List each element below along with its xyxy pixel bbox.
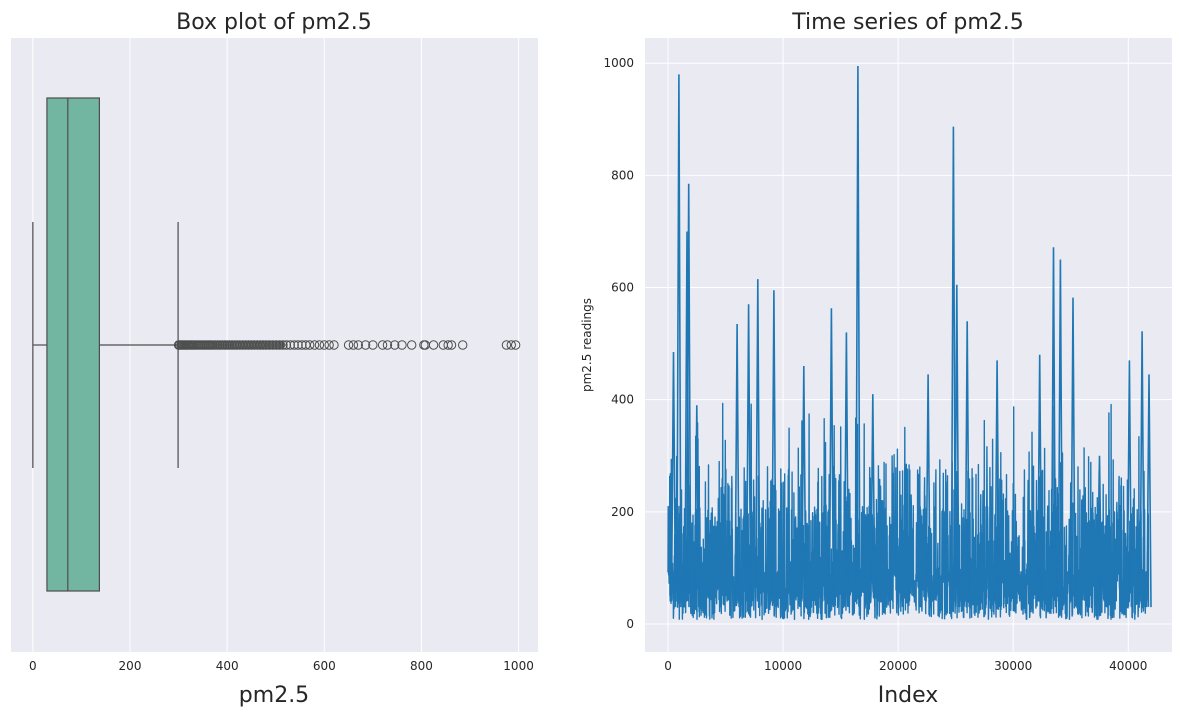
box-plot-panel: Box plot of pm2.5 0 200 400 600 800 1000 pm2.…: [11, 10, 538, 708]
box-outlier-64: [382, 340, 393, 350]
ts-ytick-label-600: 600: [611, 281, 634, 295]
box-outlier-61: [360, 340, 371, 350]
box-iqr: [46, 97, 100, 592]
time-series-ylabel: pm2.5 readings: [580, 298, 594, 392]
box-outlier-53: [309, 340, 320, 350]
box-xtick-label-1000: 1000: [503, 659, 534, 673]
ts-peak-12: [855, 65, 861, 608]
ts-xtick-label-0: 0: [664, 659, 672, 673]
ts-peak-20: [1050, 247, 1057, 608]
ts-peak-0: [670, 351, 677, 608]
box-outlier-47: [285, 340, 295, 350]
box-xtick-label-400: 400: [216, 659, 239, 673]
time-series-panel: Time series of pm2.5 0 10000 20000 30000 400…: [580, 10, 1172, 708]
box-outlier-56: [324, 340, 334, 350]
box-outlier-73: [446, 340, 457, 350]
ts-peak-16: [954, 284, 960, 608]
box-outlier-70: [428, 340, 439, 350]
box-outlier-49: [293, 340, 303, 350]
ts-ytick-label-0: 0: [626, 617, 634, 631]
box-xtick-label-600: 600: [313, 659, 336, 673]
ts-peak-3: [684, 231, 690, 608]
box-outlier-dense-band: [178, 341, 286, 349]
box-plot-box: [32, 97, 179, 592]
time-series-line: [667, 65, 1152, 621]
box-outlier-66: [397, 340, 407, 350]
ts-peak-24: [1126, 360, 1133, 608]
box-plot-xlabel: pm2.5: [239, 683, 309, 708]
box-xtick-label-0: 0: [29, 659, 37, 673]
ts-peak-17: [964, 321, 970, 608]
ts-ytick-label-800: 800: [611, 168, 634, 182]
ts-peak-1: [676, 74, 682, 608]
time-series-xlabel: Index: [878, 683, 939, 708]
ts-peak-7: [755, 279, 761, 608]
ts-peak-25: [1139, 331, 1145, 608]
box-outlier-58: [343, 340, 354, 350]
box-outlier-55: [319, 340, 329, 350]
ts-ytick-label-200: 200: [611, 505, 634, 519]
ts-peak-23: [1096, 455, 1103, 608]
box-outlier-65: [390, 340, 400, 350]
ts-series-line: [667, 402, 1150, 621]
box-plot-x-ticks: 0 200 400 600 800 1000: [29, 659, 534, 673]
ts-peak-13: [870, 394, 876, 608]
ts-peak-26: [1146, 374, 1152, 608]
ts-xtick-label-20000: 20000: [879, 659, 917, 673]
ts-peak-22: [1070, 297, 1076, 608]
ts-peak-18: [994, 360, 1000, 608]
ts-peak-11: [843, 332, 850, 608]
ts-peak-21: [1057, 259, 1064, 608]
box-outlier-62: [368, 340, 378, 350]
time-series-title: Time series of pm2.5: [791, 10, 1024, 35]
box-outlier-76: [506, 340, 516, 350]
box-outlier-57: [329, 340, 339, 350]
box-outlier-52: [305, 340, 315, 350]
ts-peak-6: [745, 304, 752, 608]
ts-xtick-label-10000: 10000: [764, 659, 802, 673]
time-series-y-ticks: 0 200 400 600 800 1000: [603, 56, 634, 631]
box-outlier-63: [377, 340, 388, 350]
ts-xtick-label-40000: 40000: [1109, 659, 1147, 673]
ts-peak-19: [1036, 354, 1043, 608]
ts-peak-15: [950, 126, 957, 608]
box-outlier-77: [510, 340, 521, 350]
time-series-x-ticks: 0 10000 20000 30000 40000: [664, 659, 1147, 673]
box-outlier-48: [289, 340, 299, 350]
box-xtick-label-200: 200: [119, 659, 142, 673]
box-outlier-50: [297, 340, 307, 350]
box-outlier-59: [348, 340, 359, 350]
box-outlier-67: [407, 340, 417, 350]
box-outlier-74: [458, 340, 468, 350]
ts-peak-9: [801, 365, 807, 608]
ts-peak-10: [828, 308, 835, 608]
ts-peak-2: [685, 183, 692, 608]
box-plot-title: Box plot of pm2.5: [176, 10, 372, 35]
box-outlier-60: [353, 340, 363, 350]
ts-peak-5: [734, 323, 740, 608]
box-plot-outliers: [173, 340, 521, 350]
box-outlier-72: [443, 340, 453, 350]
ts-peak-4: [694, 405, 700, 608]
ts-ytick-label-1000: 1000: [603, 56, 634, 70]
ts-xtick-label-30000: 30000: [994, 659, 1032, 673]
box-xtick-label-800: 800: [410, 659, 433, 673]
box-outlier-54: [314, 340, 325, 350]
ts-peak-8: [771, 290, 777, 608]
box-outlier-75: [501, 340, 512, 350]
ts-ytick-label-400: 400: [611, 393, 634, 407]
ts-peak-14: [925, 374, 931, 608]
